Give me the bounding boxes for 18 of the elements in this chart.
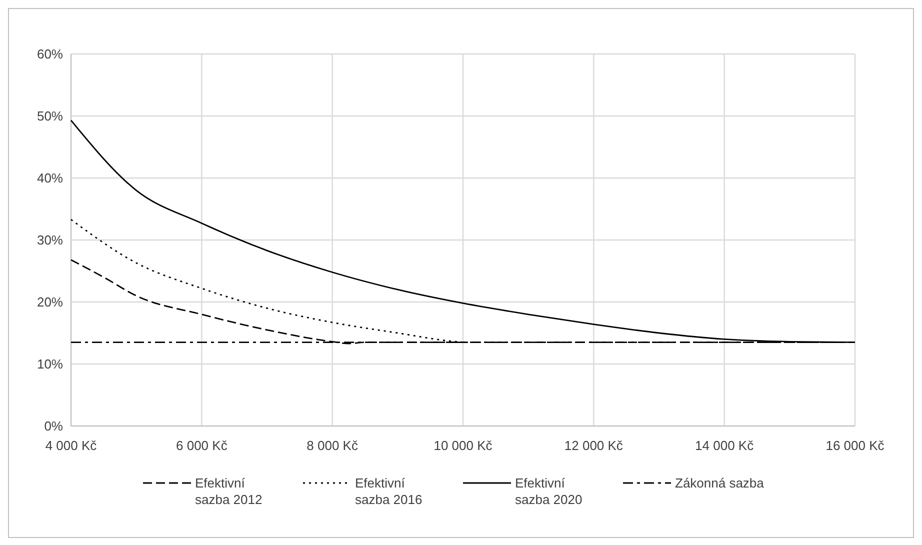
legend-label: Zákonná sazba [675, 476, 765, 491]
legend-label: Efektivní sazba 2020 [515, 476, 582, 507]
x-tick-label: 16 000 Kč [826, 438, 885, 453]
y-tick-label: 10% [36, 356, 64, 372]
y-tick-label: 0% [44, 418, 64, 434]
x-tick-label: 6 000 Kč [176, 438, 228, 453]
x-tick-label: 4 000 Kč [45, 438, 98, 453]
x-tick-label: 8 000 Kč [306, 438, 358, 453]
y-tick-label: 50% [36, 108, 64, 124]
y-tick-label: 40% [36, 170, 64, 186]
y-tick-label: 20% [36, 294, 64, 310]
x-tick-label: 10 000 Kč [434, 438, 493, 453]
y-tick-label: 30% [36, 232, 64, 248]
legend-label: Efektivní sazba 2012 [195, 476, 262, 507]
legend-label: Efektivní sazba 2016 [355, 476, 422, 507]
x-tick-label: 12 000 Kč [564, 438, 624, 453]
x-tick-label: 14 000 Kč [695, 438, 754, 453]
y-tick-label: 60% [36, 46, 64, 62]
